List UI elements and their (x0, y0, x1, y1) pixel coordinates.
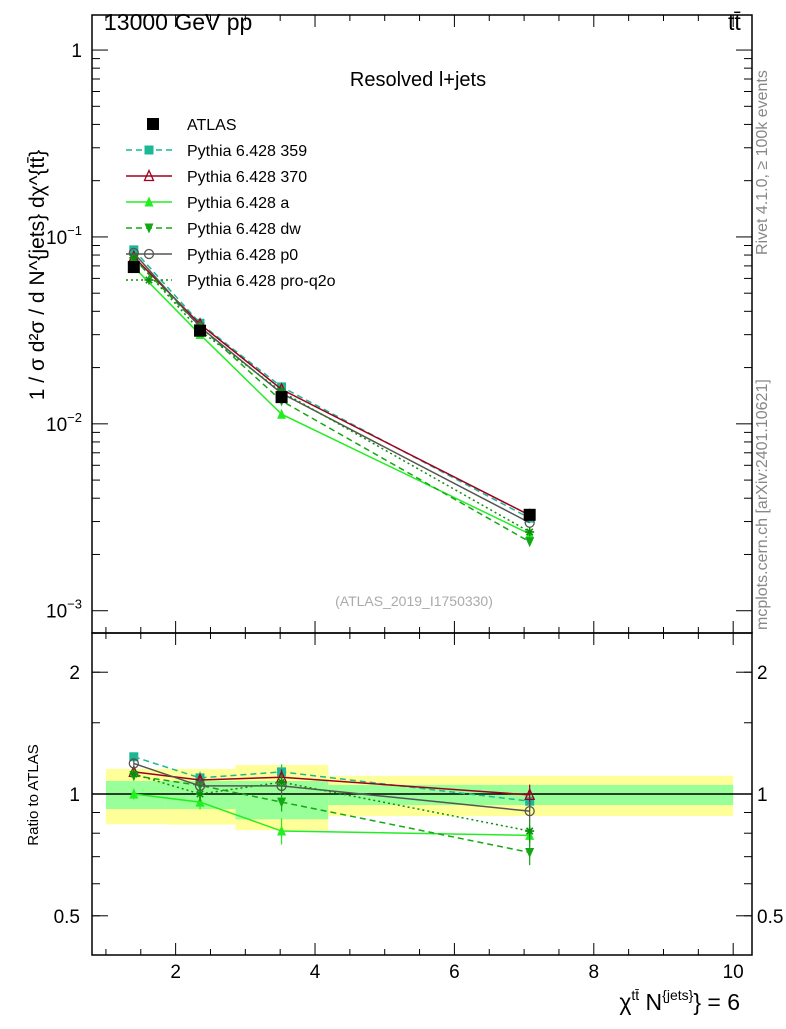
series-p0 (128, 247, 535, 822)
main-series-line (133, 258, 531, 543)
atlas-data-point (523, 508, 536, 521)
main-data-point (129, 253, 139, 263)
series-pro-q2o (129, 253, 535, 843)
ratio-data-point (525, 826, 535, 836)
ratio-y-tick-label-right: 1 (757, 785, 768, 806)
ratio-series-line (133, 773, 530, 832)
ratio-y-tick-label-right: 0.5 (757, 907, 783, 928)
main-plot-frame (91, 14, 753, 634)
atlas-data-point (194, 324, 207, 337)
x-tick-label: 6 (449, 962, 460, 983)
main-data-point (525, 527, 535, 537)
ratio-data-point (129, 752, 139, 762)
legend-label: Pythia 6.428 pro-q2o (187, 273, 336, 290)
atlas-data-point (275, 391, 288, 404)
ratio-data-point (277, 777, 287, 787)
ratio-y-tick-label-right: 2 (757, 663, 768, 684)
y-tick-label: 10−3 (46, 597, 82, 623)
ratio-y-tick-label: 2 (69, 663, 80, 684)
ratio-series-line (133, 762, 530, 812)
series-a (129, 261, 535, 847)
ratio-data-point (277, 825, 287, 836)
top-left-label: 13000 GeV pp (104, 9, 252, 35)
y-tick-label: 1 (71, 41, 82, 62)
ratio-y-axis-label: Ratio to ATLAS (25, 744, 42, 845)
legend-label: Pythia 6.428 dw (187, 221, 301, 238)
ratio-series-line (133, 771, 530, 796)
x-tick-label: 10 (723, 962, 744, 983)
top-right-label: tt̄ (728, 9, 741, 35)
atlas-data-point (127, 261, 140, 274)
main-y-axis-label: 1 / σ d²σ / d N^{jets} dχ^{tt̄} (26, 150, 49, 400)
main-data-point (277, 382, 287, 392)
legend-marker (143, 168, 155, 182)
main-series-line (133, 257, 531, 533)
main-series-line (133, 252, 531, 524)
ratio-data-point (195, 796, 205, 807)
ratio-series-line (133, 756, 530, 802)
x-tick-label: 4 (310, 962, 321, 983)
ratio-series-line (133, 793, 530, 837)
legend: Pythia 6.428 359 Pythia 6.428 370 Pythia 6… (126, 117, 336, 290)
x-tick-label: 8 (589, 962, 600, 983)
legend-marker (147, 118, 159, 130)
ratio-data-point (525, 847, 535, 858)
legend-label: ATLAS (187, 117, 237, 134)
watermark: (ATLAS_2019_I1750330) (335, 593, 493, 609)
ratio-data-point (524, 806, 535, 817)
y-tick-label: 10−2 (46, 410, 82, 436)
main-series-line (133, 249, 531, 519)
main-data-point (277, 408, 287, 419)
ratio-data-point (524, 787, 536, 801)
x-tick-label: 2 (170, 962, 181, 983)
ratio-data-point (129, 769, 139, 779)
ratio-data-point (129, 788, 139, 799)
legend-marker (144, 145, 154, 155)
legend-label: Pythia 6.428 p0 (187, 247, 298, 264)
main-series-line (133, 266, 531, 535)
series-359 (129, 245, 535, 811)
ratio-data-point (128, 758, 139, 769)
ratio-data-point (195, 789, 205, 799)
ratio-y-tick-label: 0.5 (54, 907, 80, 928)
ratio-y-tick-label: 1 (69, 785, 80, 806)
legend-marker (144, 275, 154, 285)
side-label-mcplots: mcplots.cern.ch [arXiv:2401.10621] (754, 379, 771, 630)
legend-label: Pythia 6.428 370 (187, 169, 307, 186)
main-series-line (133, 256, 531, 516)
ratio-data-point (277, 797, 287, 808)
x-axis-label: χtt̄ N{jets}} = 6 (619, 987, 740, 1015)
legend-marker (144, 196, 154, 207)
legend-marker (144, 223, 154, 234)
side-label-rivet: Rivet 4.1.0, ≥ 100k events (754, 70, 771, 255)
main-data-point (525, 537, 535, 548)
series-370 (128, 249, 536, 806)
legend-label: Pythia 6.428 a (187, 195, 289, 212)
legend-marker (143, 248, 155, 260)
y-tick-label: 10−1 (46, 223, 82, 249)
ratio-series-line (133, 774, 530, 854)
legend-label: Pythia 6.428 359 (187, 143, 307, 160)
plot-title: Resolved l+jets (350, 69, 486, 91)
